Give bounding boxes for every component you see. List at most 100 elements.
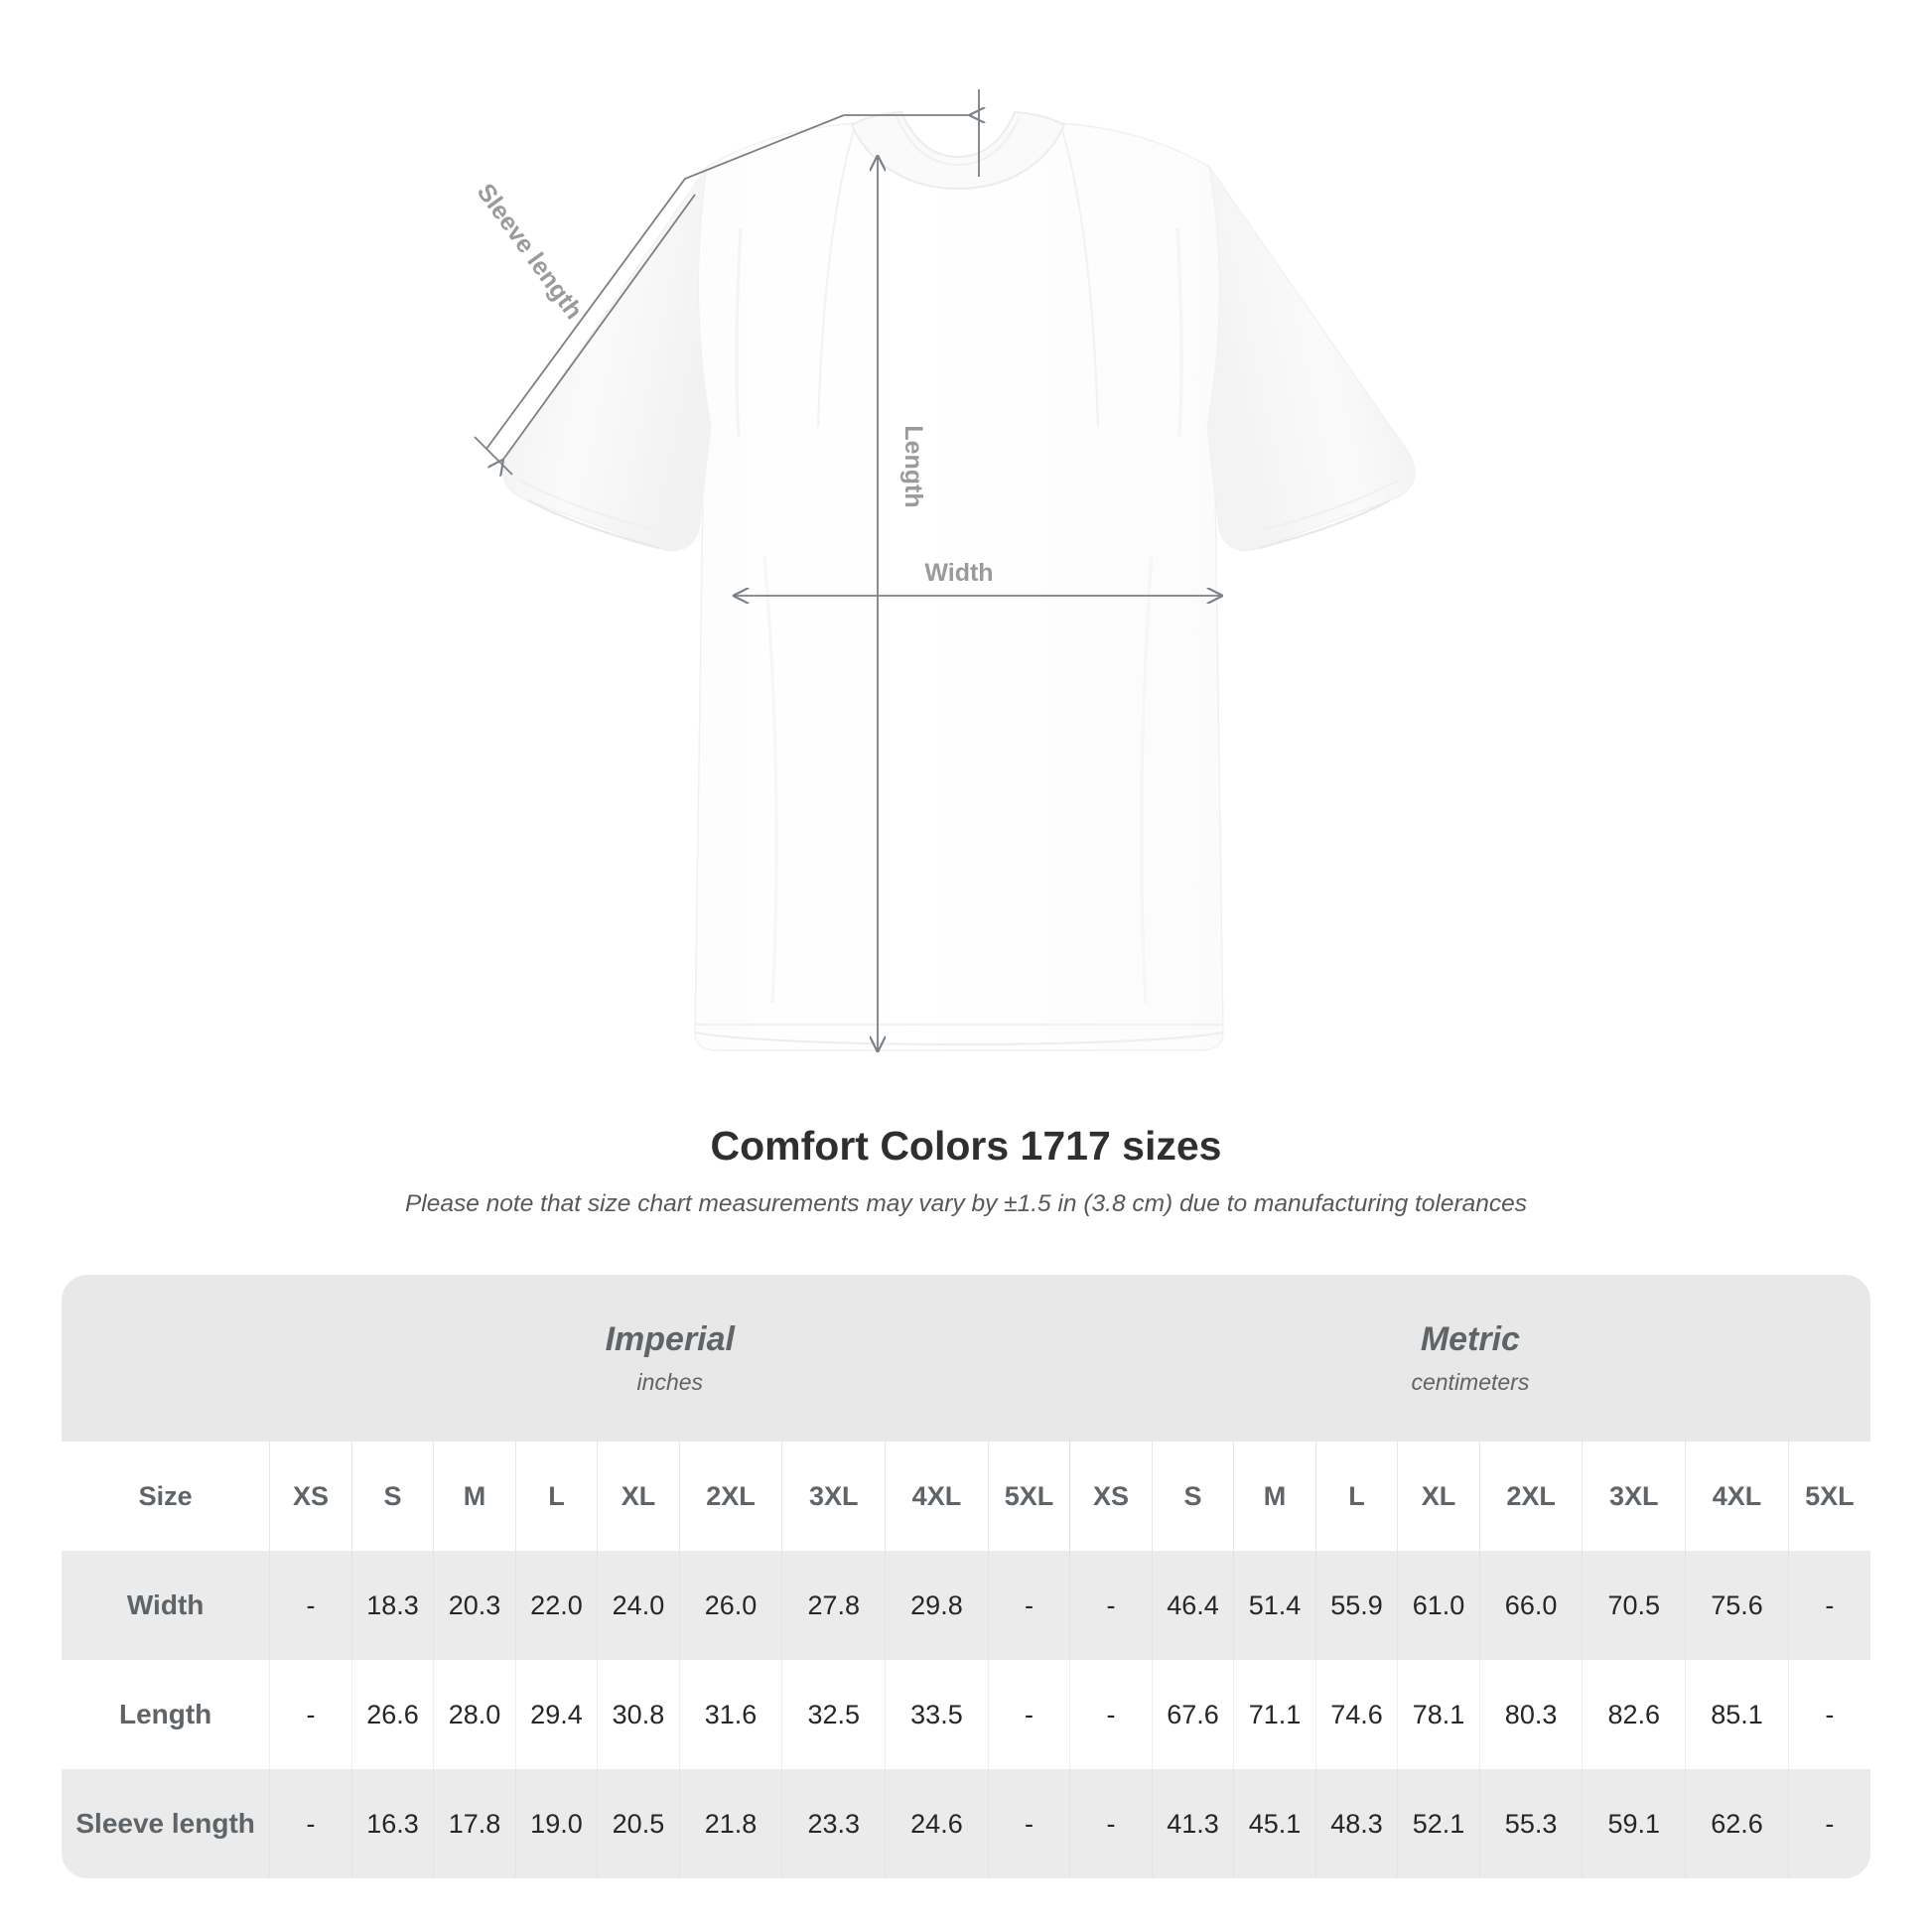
cell-sleeve-imperial-3xl: 23.3 — [781, 1769, 886, 1878]
size-header-metric-xs: XS — [1069, 1442, 1153, 1551]
unit-sub-metric: centimeters — [1411, 1369, 1530, 1396]
sleeve-length-leader — [485, 115, 971, 450]
size-header-row: Size XS S M L XL 2XL 3XL 4XL 5XL XS S M … — [62, 1442, 1870, 1551]
cell-width-imperial-xl: 24.0 — [597, 1551, 680, 1660]
cell-width-metric-5xl: - — [1787, 1551, 1870, 1660]
sleeve-length-label: Sleeve length — [472, 179, 588, 325]
size-header-imperial-3xl: 3XL — [781, 1442, 886, 1551]
size-header-imperial-s: S — [350, 1442, 434, 1551]
cell-width-metric-4xl: 75.6 — [1685, 1551, 1789, 1660]
cell-length-imperial-3xl: 32.5 — [781, 1660, 886, 1769]
size-header-imperial-l: L — [514, 1442, 598, 1551]
cell-length-imperial-s: 26.6 — [350, 1660, 434, 1769]
cell-length-metric-s: 67.6 — [1151, 1660, 1234, 1769]
size-header-metric-s: S — [1151, 1442, 1234, 1551]
size-header-metric-4xl: 4XL — [1685, 1442, 1789, 1551]
table-row-width: Width - 18.3 20.3 22.0 24.0 26.0 27.8 29… — [62, 1551, 1870, 1660]
cell-sleeve-metric-xs: - — [1069, 1769, 1153, 1878]
size-header-imperial-2xl: 2XL — [678, 1442, 782, 1551]
unit-spacer-cell — [62, 1275, 270, 1442]
cell-length-metric-xl: 78.1 — [1397, 1660, 1480, 1769]
cell-width-metric-s: 46.4 — [1151, 1551, 1234, 1660]
cell-width-imperial-l: 22.0 — [514, 1551, 598, 1660]
size-header-imperial-xs: XS — [269, 1442, 352, 1551]
row-label-width: Width — [62, 1551, 270, 1660]
cell-sleeve-metric-xl: 52.1 — [1397, 1769, 1480, 1878]
cell-length-imperial-xs: - — [269, 1660, 352, 1769]
cell-width-metric-xl: 61.0 — [1397, 1551, 1480, 1660]
cell-width-metric-xs: - — [1069, 1551, 1153, 1660]
length-label: Length — [899, 425, 927, 507]
cell-sleeve-metric-s: 41.3 — [1151, 1769, 1234, 1878]
cell-width-imperial-4xl: 29.8 — [885, 1551, 989, 1660]
table-row-sleeve-length: Sleeve length - 16.3 17.8 19.0 20.5 21.8… — [62, 1769, 1870, 1878]
unit-sub-imperial: inches — [636, 1369, 704, 1396]
cell-width-imperial-xs: - — [269, 1551, 352, 1660]
cell-sleeve-imperial-4xl: 24.6 — [885, 1769, 989, 1878]
size-header-metric-3xl: 3XL — [1582, 1442, 1686, 1551]
cell-width-imperial-5xl: - — [987, 1551, 1070, 1660]
page-subtitle: Please note that size chart measurements… — [404, 1190, 1528, 1218]
cell-sleeve-imperial-xs: - — [269, 1769, 352, 1878]
unit-header-metric: Metric centimeters — [1069, 1275, 1870, 1442]
cell-width-metric-2xl: 66.0 — [1478, 1551, 1583, 1660]
cell-sleeve-imperial-l: 19.0 — [514, 1769, 598, 1878]
cell-length-imperial-xl: 30.8 — [597, 1660, 680, 1769]
unit-name-metric: Metric — [1420, 1320, 1520, 1359]
cell-width-imperial-s: 18.3 — [350, 1551, 434, 1660]
size-header-imperial-4xl: 4XL — [885, 1442, 989, 1551]
measurement-lines — [474, 89, 1221, 1050]
cell-length-imperial-m: 28.0 — [433, 1660, 516, 1769]
cell-sleeve-imperial-s: 16.3 — [350, 1769, 434, 1878]
sleeve-hem-tick — [474, 436, 513, 476]
cell-width-metric-l: 55.9 — [1314, 1551, 1398, 1660]
heading-block: Comfort Colors 1717 sizes Please note th… — [0, 1122, 1932, 1220]
tshirt-illustration: Sleeve length Length Width — [471, 89, 1416, 1052]
cell-length-imperial-l: 29.4 — [514, 1660, 598, 1769]
cell-sleeve-metric-5xl: - — [1787, 1769, 1870, 1878]
table-row-length: Length - 26.6 28.0 29.4 30.8 31.6 32.5 3… — [62, 1660, 1870, 1769]
page-title: Comfort Colors 1717 sizes — [710, 1123, 1222, 1169]
cell-length-metric-5xl: - — [1787, 1660, 1870, 1769]
size-header-imperial-m: M — [433, 1442, 516, 1551]
cell-sleeve-imperial-5xl: - — [987, 1769, 1070, 1878]
cell-length-imperial-5xl: - — [987, 1660, 1070, 1769]
cell-sleeve-metric-3xl: 59.1 — [1582, 1769, 1686, 1878]
cell-sleeve-imperial-2xl: 21.8 — [678, 1769, 782, 1878]
cell-sleeve-metric-m: 45.1 — [1233, 1769, 1316, 1878]
size-header-metric-l: L — [1314, 1442, 1398, 1551]
cell-sleeve-imperial-m: 17.8 — [433, 1769, 516, 1878]
cell-length-metric-xs: - — [1069, 1660, 1153, 1769]
cell-width-metric-m: 51.4 — [1233, 1551, 1316, 1660]
unit-banner-row: Imperial inches Metric centimeters — [62, 1275, 1870, 1442]
size-header-metric-m: M — [1233, 1442, 1316, 1551]
cell-sleeve-imperial-xl: 20.5 — [597, 1769, 680, 1878]
cell-width-imperial-m: 20.3 — [433, 1551, 516, 1660]
cell-width-metric-3xl: 70.5 — [1582, 1551, 1686, 1660]
cell-length-metric-l: 74.6 — [1314, 1660, 1398, 1769]
tshirt-body-shape — [502, 110, 1416, 1051]
size-table: Imperial inches Metric centimeters Size … — [62, 1275, 1870, 1878]
unit-name-imperial: Imperial — [605, 1320, 735, 1359]
row-label-sleeve-length: Sleeve length — [62, 1769, 270, 1878]
size-header-metric-xl: XL — [1397, 1442, 1480, 1551]
unit-header-imperial: Imperial inches — [269, 1275, 1070, 1442]
cell-sleeve-metric-4xl: 62.6 — [1685, 1769, 1789, 1878]
size-header-metric-5xl: 5XL — [1787, 1442, 1870, 1551]
cell-length-imperial-4xl: 33.5 — [885, 1660, 989, 1769]
size-header-imperial-5xl: 5XL — [987, 1442, 1070, 1551]
cell-width-imperial-2xl: 26.0 — [678, 1551, 782, 1660]
size-table-container: Imperial inches Metric centimeters Size … — [62, 1275, 1870, 1878]
cell-length-metric-2xl: 80.3 — [1478, 1660, 1583, 1769]
cell-length-metric-4xl: 85.1 — [1685, 1660, 1789, 1769]
cell-width-imperial-3xl: 27.8 — [781, 1551, 886, 1660]
cell-sleeve-metric-l: 48.3 — [1314, 1769, 1398, 1878]
cell-sleeve-metric-2xl: 55.3 — [1478, 1769, 1583, 1878]
width-label: Width — [924, 559, 993, 587]
size-header-metric-2xl: 2XL — [1478, 1442, 1583, 1551]
sleeve-length-arrow — [502, 194, 696, 461]
cell-length-metric-3xl: 82.6 — [1582, 1660, 1686, 1769]
size-column-label: Size — [62, 1442, 270, 1551]
cell-length-metric-m: 71.1 — [1233, 1660, 1316, 1769]
